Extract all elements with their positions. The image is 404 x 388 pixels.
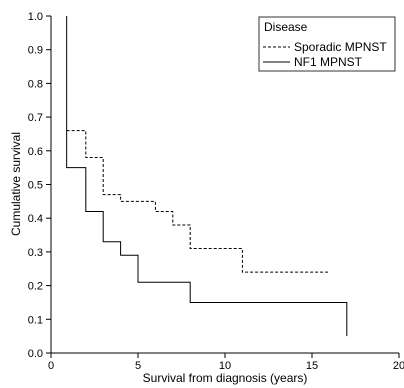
x-tick-label: 15 <box>306 360 318 372</box>
legend-label-nf1: NF1 MPNST <box>294 55 363 69</box>
y-tick-label: 0.3 <box>28 247 43 259</box>
y-tick-label: 0.5 <box>28 180 43 192</box>
x-tick-label: 0 <box>48 360 54 372</box>
series-line-sporadic-mpnst <box>66 130 330 273</box>
x-tick-label: 10 <box>219 360 231 372</box>
y-tick-label: 0.6 <box>28 146 43 158</box>
y-tick-label: 0.2 <box>28 281 43 293</box>
legend-label-sporadic: Sporadic MPNST <box>294 40 387 54</box>
plot-area <box>66 16 348 337</box>
y-tick-label: 0.8 <box>28 78 43 90</box>
x-axis-title: Survival from diagnosis (years) <box>143 371 308 385</box>
ticks: 0.0 0.1 0.2 0.3 0.4 0.5 0.6 0.7 0.8 0.9 1.0 0 5 10 15 2… <box>28 11 404 372</box>
x-tick-label: 5 <box>135 360 141 372</box>
y-tick-label: 0.7 <box>28 112 43 124</box>
y-axis-title: Cumulative survival <box>9 132 23 236</box>
y-tick-label: 0.4 <box>28 213 43 225</box>
x-tick-label: 20 <box>393 360 404 372</box>
y-tick-label: 0.0 <box>28 348 43 360</box>
legend-title: Disease <box>264 20 308 34</box>
legend: Disease Sporadic MPNST NF1 MPNST <box>258 16 396 72</box>
y-tick-label: 0.1 <box>28 314 43 326</box>
y-tick-label: 1.0 <box>28 11 43 23</box>
series-line-nf1-mpnst <box>66 16 348 337</box>
y-tick-label: 0.9 <box>28 45 43 57</box>
